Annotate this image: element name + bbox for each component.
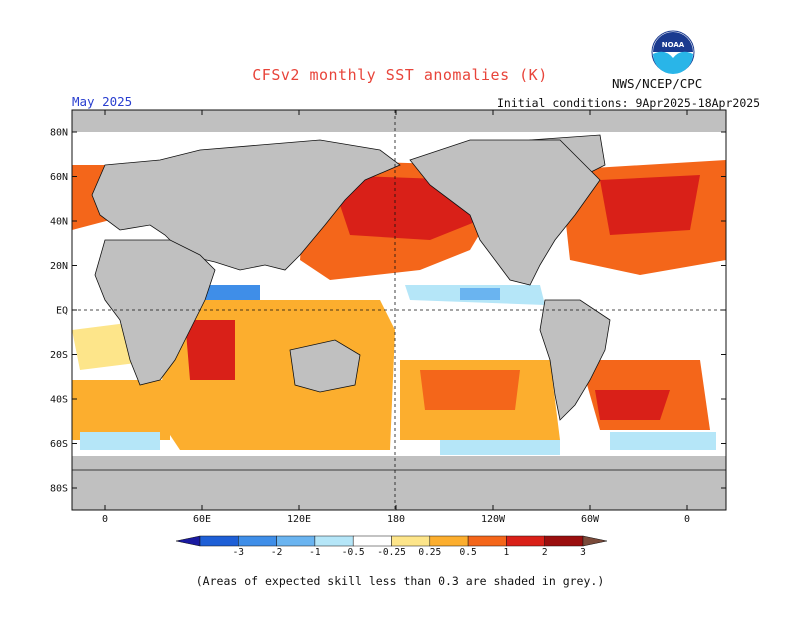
lon-label: 60E bbox=[193, 514, 211, 525]
lon-label: 0 bbox=[684, 514, 690, 525]
colorbar-swatch bbox=[391, 535, 431, 547]
colorbar-label: 0.5 bbox=[460, 547, 477, 558]
colorbar-swatch bbox=[175, 535, 201, 547]
noaa-logo-icon: NOAA bbox=[651, 30, 695, 74]
colorbar-swatch bbox=[314, 535, 354, 547]
footnote: (Areas of expected skill less than 0.3 a… bbox=[195, 574, 605, 588]
lat-label: 20S bbox=[50, 350, 68, 361]
lat-label: 60N bbox=[50, 172, 68, 183]
colorbar-swatch bbox=[506, 535, 545, 547]
colorbar-label: -2 bbox=[271, 547, 282, 558]
colorbar-label: -0.25 bbox=[377, 547, 406, 558]
lat-label: 40S bbox=[50, 395, 68, 406]
colorbar-swatch bbox=[199, 535, 239, 547]
lon-label: 180 bbox=[387, 514, 405, 525]
lat-label: 80N bbox=[50, 128, 68, 139]
lon-label: 120W bbox=[481, 514, 506, 525]
colorbar-swatch bbox=[582, 535, 608, 547]
longitude-axis: 0 60E 120E 180 120W 60W 0 bbox=[102, 110, 690, 525]
colorbar-label: 0.25 bbox=[418, 547, 441, 558]
colorbar-label: -3 bbox=[233, 547, 244, 558]
colorbar-label: 2 bbox=[542, 547, 548, 558]
colorbar: -3 -2 -1 -0.5 -0.25 0.25 0.5 1 2 3 bbox=[175, 535, 608, 558]
colorbar-swatch bbox=[429, 535, 469, 547]
lon-label: 120E bbox=[287, 514, 311, 525]
initial-conditions: Initial conditions: 9Apr2025-18Apr2025 bbox=[497, 96, 761, 110]
lon-label: 60W bbox=[581, 514, 600, 525]
org-label: NWS/NCEP/CPC bbox=[612, 76, 703, 91]
colorbar-swatch bbox=[238, 535, 277, 547]
colorbar-label: 3 bbox=[580, 547, 586, 558]
lat-label: 40N bbox=[50, 217, 68, 228]
lat-label: EQ bbox=[56, 306, 68, 317]
colorbar-swatch bbox=[276, 535, 316, 547]
colorbar-label: -1 bbox=[309, 547, 321, 558]
colorbar-label: 1 bbox=[504, 547, 510, 558]
lon-label: 0 bbox=[102, 514, 108, 525]
anomaly-field bbox=[72, 110, 726, 510]
colorbar-label: -0.5 bbox=[342, 547, 365, 558]
lat-label: 80S bbox=[50, 484, 68, 495]
colorbar-swatch bbox=[352, 535, 392, 547]
chart-title: CFSv2 monthly SST anomalies (K) bbox=[252, 66, 548, 84]
colorbar-swatch bbox=[544, 535, 584, 547]
latitude-axis: 80N 60N 40N 20N EQ 20S 40S 60S 80S bbox=[50, 128, 726, 495]
valid-month: May 2025 bbox=[72, 94, 133, 109]
land-masses bbox=[71, 134, 727, 511]
svg-text:NOAA: NOAA bbox=[662, 41, 685, 49]
lat-label: 20N bbox=[50, 261, 68, 272]
colorbar-swatch bbox=[467, 535, 507, 547]
lat-label: 60S bbox=[50, 439, 68, 450]
